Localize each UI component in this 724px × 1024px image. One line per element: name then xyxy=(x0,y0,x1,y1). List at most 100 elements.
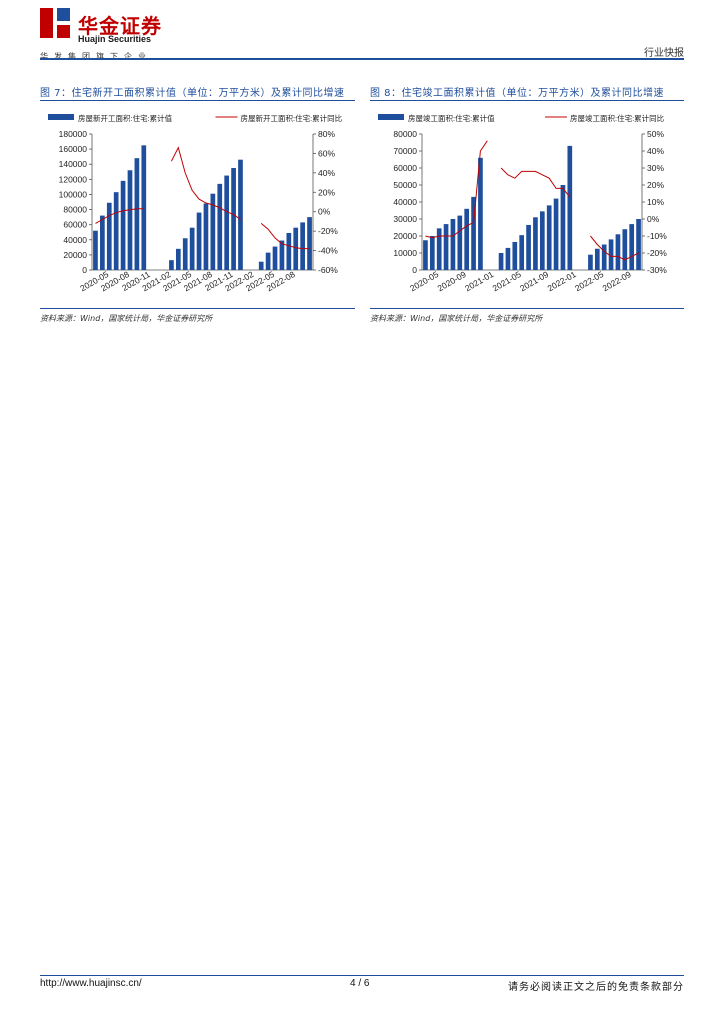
left-tick-label: 180000 xyxy=(59,129,88,139)
bar xyxy=(608,239,614,270)
bar xyxy=(120,180,126,270)
figure-7-chart: 房屋新开工面积:住宅:累计值 房屋新开工面积:住宅:累计同比 0 20000 40000… xyxy=(48,113,343,293)
right-tick-label: 30% xyxy=(647,163,664,173)
bar xyxy=(498,253,504,270)
right-tick-label: 0% xyxy=(647,214,660,224)
left-tick-label: 100000 xyxy=(59,189,88,199)
figure-7-source: 资料来源：Wind，国家统计局，华金证券研究所 xyxy=(40,314,213,323)
left-tick-label: 120000 xyxy=(59,174,88,184)
left-tick-label: 0 xyxy=(412,265,417,275)
bar xyxy=(210,193,216,270)
bar xyxy=(622,229,628,270)
right-tick-label: 40% xyxy=(647,146,664,156)
right-tick-label: -20% xyxy=(647,248,667,258)
right-tick-label: 20% xyxy=(647,180,664,190)
bar xyxy=(286,232,292,270)
header-divider xyxy=(40,58,684,60)
bar xyxy=(113,192,119,270)
bar xyxy=(265,252,271,270)
right-tick-label: -60% xyxy=(318,265,338,275)
bar xyxy=(450,219,456,270)
bar xyxy=(300,222,305,270)
footer-url-link[interactable]: http://www.huajinsc.cn/ xyxy=(40,978,142,989)
bar xyxy=(106,202,112,270)
bar xyxy=(553,198,559,270)
left-tick-label: 160000 xyxy=(59,144,88,154)
bar xyxy=(127,170,133,270)
logo-mark-icon xyxy=(40,8,70,38)
left-tick-label: 40000 xyxy=(63,235,87,245)
right-tick-label: -30% xyxy=(647,265,667,275)
figure-7-title: 图 7：住宅新开工面积累计值（单位：万平方米）及累计同比增速 xyxy=(40,88,345,99)
legend-bar-label: 房屋新开工面积:住宅:累计值 xyxy=(78,113,173,123)
bar xyxy=(615,234,621,270)
bar xyxy=(169,260,174,270)
report-type: 行业快报 xyxy=(644,48,684,59)
bar xyxy=(203,203,209,270)
bar xyxy=(423,240,428,270)
left-tick-label: 40000 xyxy=(393,197,417,207)
bar xyxy=(141,145,147,270)
bar xyxy=(539,211,545,270)
right-tick-label: 50% xyxy=(647,129,664,139)
logo-text-en: Huajin Securities xyxy=(78,34,152,44)
left-tick-label: 80000 xyxy=(63,205,87,215)
x-tick-label: 2020-09 xyxy=(436,269,468,293)
figure-8-title: 图 8：住宅竣工面积累计值（单位：万平方米）及累计同比增速 xyxy=(370,88,665,99)
right-tick-label: -10% xyxy=(647,231,667,241)
figure-7-top-rule xyxy=(40,100,355,101)
left-tick-label: 10000 xyxy=(393,248,417,258)
left-tick-label: 30000 xyxy=(393,214,417,224)
left-tick-label: 140000 xyxy=(59,159,88,169)
bar xyxy=(279,240,285,270)
bar xyxy=(457,215,463,270)
series-line xyxy=(95,146,310,250)
right-tick-label: 40% xyxy=(318,168,335,178)
bar xyxy=(307,217,312,270)
bar xyxy=(429,236,435,270)
left-tick-label: 20000 xyxy=(393,231,417,241)
left-tick-label: 60000 xyxy=(393,163,417,173)
bar xyxy=(134,158,140,270)
left-tick-label: 60000 xyxy=(63,220,87,230)
bar xyxy=(636,219,641,270)
left-tick-label: 50000 xyxy=(393,180,417,190)
left-tick-label: 20000 xyxy=(63,250,87,260)
right-tick-label: -20% xyxy=(318,226,338,236)
bar xyxy=(189,227,195,270)
bar xyxy=(519,235,525,270)
bar xyxy=(436,228,442,270)
x-tick-label: 2021-05 xyxy=(491,269,523,293)
bar xyxy=(464,208,470,270)
bar xyxy=(594,248,600,270)
bar xyxy=(443,224,449,270)
legend-bar-swatch xyxy=(378,114,404,120)
x-tick-label: 2022-05 xyxy=(573,269,605,293)
logo-subtitle: 华发集团旗下企业 xyxy=(40,52,152,61)
company-logo: 华金证券 Huajin Securities 华发集团旗下企业 xyxy=(40,8,220,61)
bar xyxy=(478,157,483,270)
bar xyxy=(93,230,98,270)
figure-8-top-rule xyxy=(370,100,684,101)
legend-line-label: 房屋竣工面积:住宅:累计同比 xyxy=(570,113,665,123)
bar xyxy=(293,227,299,270)
x-tick-label: 2022-01 xyxy=(546,269,578,293)
bar xyxy=(560,185,566,270)
right-tick-label: 0% xyxy=(318,207,331,217)
series-line xyxy=(425,140,639,261)
right-tick-label: 20% xyxy=(318,187,335,197)
figure-8-bottom-rule xyxy=(370,308,684,309)
bar xyxy=(217,183,223,270)
page-number: 4 / 6 xyxy=(350,978,370,989)
left-tick-label: 70000 xyxy=(393,146,417,156)
x-tick-label: 2021-09 xyxy=(518,269,550,293)
bar xyxy=(512,241,518,270)
figure-8-source: 资料来源：Wind，国家统计局，华金证券研究所 xyxy=(370,314,543,323)
bar xyxy=(533,217,538,270)
right-tick-label: 10% xyxy=(647,197,664,207)
right-tick-label: 60% xyxy=(318,148,335,158)
bar xyxy=(238,159,243,270)
legend-bar-swatch xyxy=(48,114,74,120)
figure-7-bottom-rule xyxy=(40,308,355,309)
bar xyxy=(505,247,511,270)
